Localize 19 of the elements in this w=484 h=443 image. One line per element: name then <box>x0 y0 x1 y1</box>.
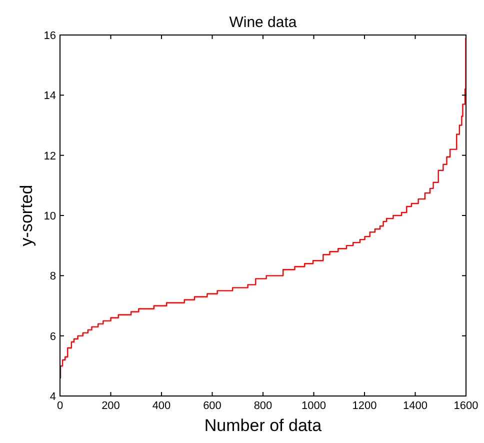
x-tick-label: 1000 <box>302 400 326 412</box>
y-tick-label: 14 <box>44 90 56 102</box>
y-axis-title: y-sorted <box>17 184 36 246</box>
y-tick-label: 4 <box>50 391 56 403</box>
y-tick-label: 16 <box>44 30 56 42</box>
x-tick-label: 1200 <box>352 400 377 412</box>
x-tick-label: 400 <box>152 400 171 412</box>
y-tick-label: 6 <box>50 330 56 343</box>
y-tick-label: 10 <box>44 210 56 222</box>
y-tick-label: 12 <box>44 150 56 162</box>
chart-title: Wine data <box>229 14 298 31</box>
x-tick-label: 200 <box>102 400 120 412</box>
y-tick-label: 8 <box>50 270 56 283</box>
x-tick-label: 600 <box>203 400 222 412</box>
x-tick-label: 0 <box>56 400 64 412</box>
x-tick-label: 1600 <box>454 400 478 412</box>
x-axis-title: Number of data <box>204 416 322 435</box>
x-tick-label: 800 <box>254 400 272 412</box>
x-tick-label: 1400 <box>403 400 428 412</box>
